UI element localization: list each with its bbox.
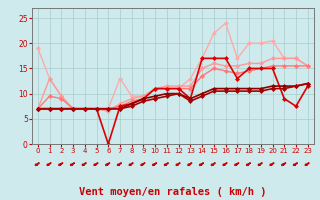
Text: Vent moyen/en rafales ( km/h ): Vent moyen/en rafales ( km/h )	[79, 187, 267, 197]
